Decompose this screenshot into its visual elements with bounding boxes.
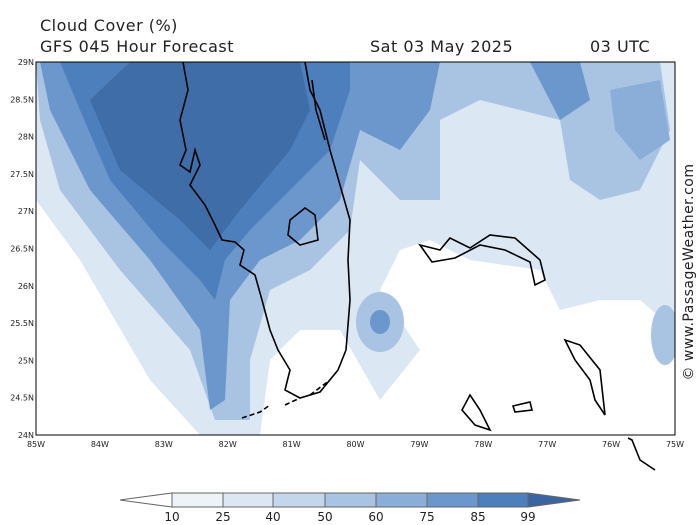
- title: Cloud Cover (%): [40, 16, 178, 35]
- lat-label: 29N: [18, 58, 34, 67]
- lon-label: 83W: [155, 440, 173, 449]
- lon-label: 77W: [538, 440, 556, 449]
- lon-label: 80W: [346, 440, 364, 449]
- time: 03 UTC: [590, 37, 650, 56]
- colorbar-label: 75: [419, 510, 434, 524]
- cloud-field: [36, 62, 675, 435]
- lat-label: 26N: [18, 282, 34, 291]
- lat-label: 24.5N: [10, 394, 34, 403]
- lat-label: 26.5N: [10, 245, 34, 254]
- axis-labels: 85W 84W 83W 82W 81W 80W 79W 78W 77W 76W 75W 29N 28.5…: [10, 58, 684, 449]
- lat-label: 28.5N: [10, 95, 34, 104]
- lon-label: 85W: [27, 440, 45, 449]
- lon-label: 82W: [219, 440, 237, 449]
- colorbar-labels: 10 25 40 50 60 75 85 99: [164, 510, 535, 524]
- colorbar-label: 99: [520, 510, 535, 524]
- colorbar-label: 50: [317, 510, 332, 524]
- colorbar-label: 40: [265, 510, 280, 524]
- colorbar-label: 25: [215, 510, 230, 524]
- lon-label: 76W: [602, 440, 620, 449]
- date: Sat 03 May 2025: [370, 37, 513, 56]
- credit: © www.PassageWeather.com: [681, 163, 697, 380]
- lon-label: 84W: [91, 440, 109, 449]
- lon-label: 78W: [474, 440, 492, 449]
- lon-label: 79W: [410, 440, 428, 449]
- lat-label: 27N: [18, 207, 34, 216]
- lat-label: 25.5N: [10, 319, 34, 328]
- subtitle: GFS 045 Hour Forecast: [40, 37, 234, 56]
- lat-label: 25N: [18, 356, 34, 365]
- colorbar-label: 85: [470, 510, 485, 524]
- map-frame: [35, 61, 676, 436]
- coastline: [179, 61, 656, 471]
- lon-label: 75W: [666, 440, 684, 449]
- lat-label: 24N: [18, 431, 34, 440]
- lat-label: 27.5N: [10, 170, 34, 179]
- lon-label: 81W: [283, 440, 301, 449]
- colorbar-label: 60: [368, 510, 383, 524]
- lat-label: 28N: [18, 133, 34, 142]
- colorbar-label: 10: [164, 510, 179, 524]
- colorbar: [119, 492, 581, 508]
